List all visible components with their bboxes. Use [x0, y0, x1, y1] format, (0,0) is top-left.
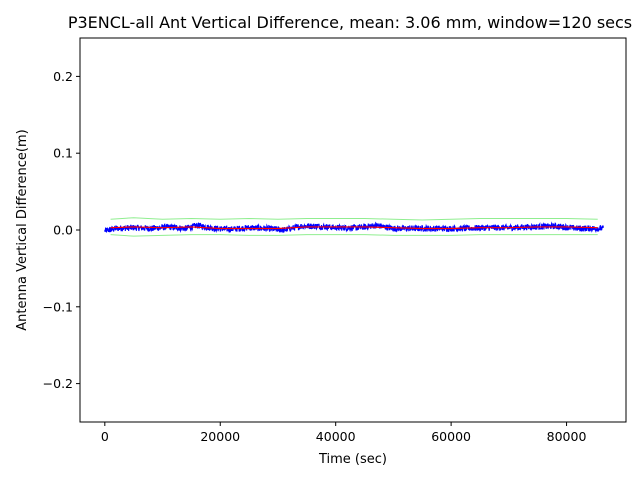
y-axis-ticks: −0.2 −0.1 0.0 0.1 0.2 [43, 69, 80, 391]
chart-title: P3ENCL-all Ant Vertical Difference, mean… [68, 13, 632, 32]
upper-envelope-line [110, 217, 598, 221]
x-tick-label: 80000 [547, 429, 587, 444]
y-axis-label: Antenna Vertical Difference(m) [15, 129, 30, 330]
x-tick-label: 60000 [431, 429, 471, 444]
x-tick-label: 40000 [316, 429, 356, 444]
x-axis-ticks: 0 20000 40000 60000 80000 [101, 422, 587, 444]
plot-area [104, 217, 605, 237]
x-tick-label: 20000 [200, 429, 240, 444]
y-tick-label: −0.2 [43, 376, 73, 391]
lower-envelope-line [110, 234, 598, 237]
y-tick-label: −0.1 [43, 299, 73, 314]
data-series-line [104, 221, 605, 234]
rolling-mean-line [110, 226, 598, 230]
axes-frame [79, 37, 627, 423]
x-tick-label: 0 [101, 429, 109, 444]
y-tick-label: 0.1 [53, 146, 73, 161]
x-axis-label: Time (sec) [318, 452, 387, 467]
y-tick-label: 0.0 [53, 223, 73, 238]
y-tick-label: 0.2 [53, 69, 73, 84]
